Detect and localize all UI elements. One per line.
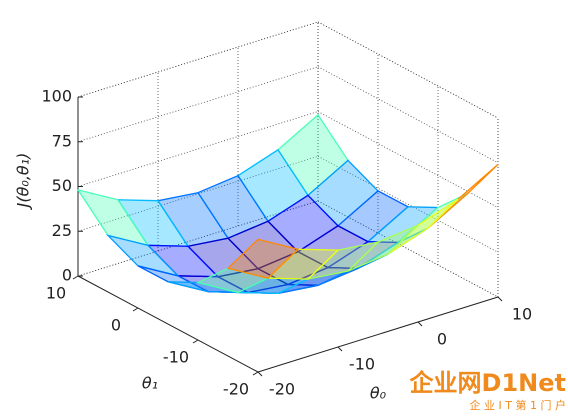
grid-line [77,21,319,98]
x-tick-label: -10 [349,355,375,374]
x-tick [257,371,263,377]
surface-cell [226,238,300,279]
x-tick [417,321,423,327]
watermark-title: 企业网D1Net [410,369,566,397]
grid-line [317,155,499,253]
y-tick [192,339,199,344]
x-axis-label: θ₀ [370,384,387,403]
z-axis-label: J(θ₀,θ₁) [14,153,33,211]
x-tick-label: 10 [512,305,532,324]
z-tick-label: 50 [52,176,72,195]
y-axis-label: θ₁ [142,374,158,393]
y-tick-label: -20 [223,380,249,399]
x-tick-label: -20 [269,380,295,399]
z-tick-label: 75 [52,131,72,150]
z-tick-label: 25 [52,221,72,240]
x-tick [497,296,503,302]
x-axis [257,296,499,373]
y-tick [132,307,139,312]
x-tick-label: 0 [437,330,447,349]
y-axis [77,275,259,373]
z-tick-label: 0 [62,266,72,285]
grid-line [77,66,319,143]
y-tick [252,371,259,376]
y-tick-label: 0 [111,316,121,335]
grid-line [317,66,499,164]
y-tick [72,275,79,280]
y-tick-label: 10 [46,284,66,303]
watermark-subtitle: 企 业 I T 第 1 门 户 [470,398,566,412]
x-tick [337,346,343,352]
grid-line [317,111,499,208]
grid-line [317,21,499,119]
y-tick-label: -10 [163,348,189,367]
z-tick-label: 100 [41,87,72,106]
